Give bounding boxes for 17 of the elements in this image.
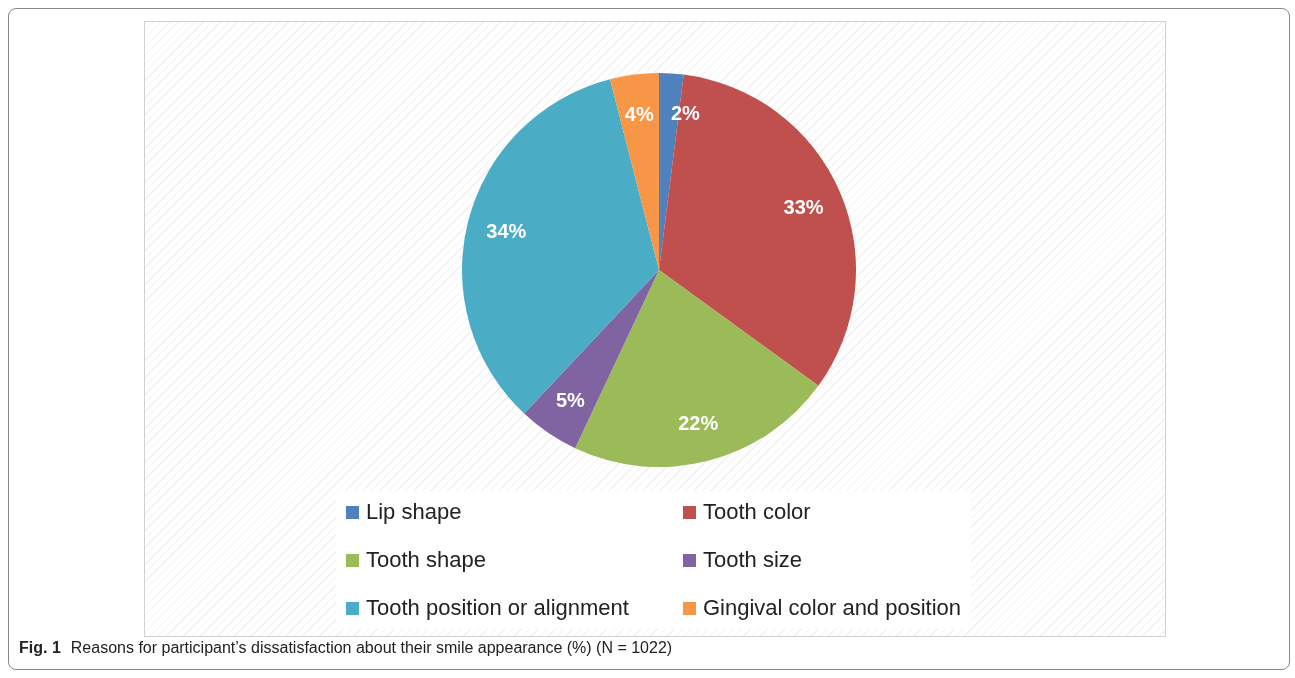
caption: Fig. 1 [19,639,61,656]
text: Reasons for participant’s dissatisfaction about their smile appearance (%) (N = 1022) [70,639,673,656]
pie-slice [659,74,856,386]
legend-label: Tooth size [703,547,803,573]
pie-slice [524,270,659,449]
data-label: 33% [783,196,824,219]
pie-slice [462,79,659,414]
data-label: 5% [555,389,586,412]
legend-label: Gingival color and position [703,595,962,621]
data-label: 4% [624,102,654,125]
legend-label: Lip shape [366,499,462,525]
data-label: 22% [678,411,719,434]
legend-label: Tooth shape [366,547,486,573]
data-label: 34% [486,219,527,242]
legend-label: Tooth position or alignment [366,595,629,621]
legend-label: Tooth color [703,499,811,525]
pie-slice [610,73,659,270]
